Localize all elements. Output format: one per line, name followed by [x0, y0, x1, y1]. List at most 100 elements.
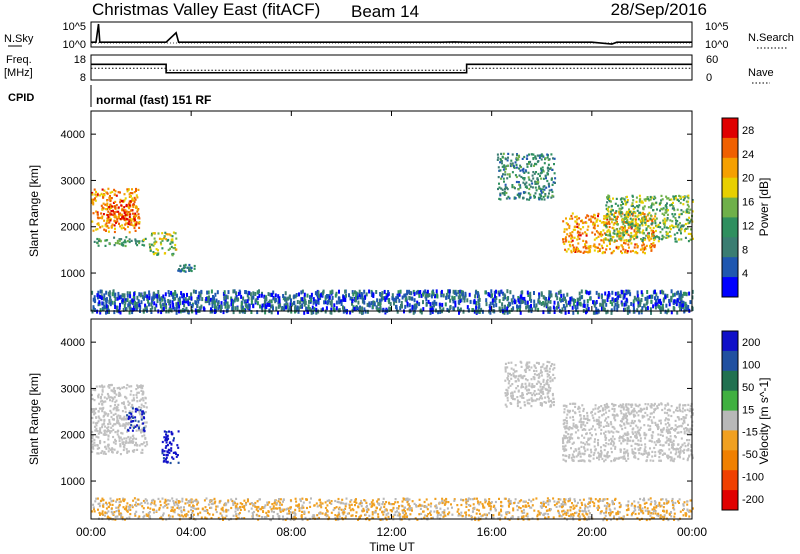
- scatter-cell: [570, 237, 572, 240]
- scatter-cell: [262, 303, 265, 308]
- scatter-cell: [572, 422, 575, 425]
- scatter-cell: [522, 196, 524, 199]
- scatter-cell: [287, 296, 290, 301]
- scatter-cell: [167, 437, 170, 440]
- scatter-cell: [648, 232, 650, 235]
- scatter-cell: [625, 215, 628, 218]
- scatter-cell: [687, 205, 690, 208]
- scatter-cell: [625, 459, 628, 462]
- scatter-cell: [124, 395, 127, 398]
- scatter-cell: [91, 397, 94, 401]
- scatter-cell: [586, 421, 589, 424]
- scatter-cell: [104, 229, 107, 232]
- scatter-cell: [670, 446, 673, 449]
- scatter-cell: [544, 194, 547, 197]
- scatter-cell: [643, 424, 646, 427]
- scatter-cell: [538, 392, 541, 395]
- scatter-cell: [114, 442, 117, 445]
- scatter-cell: [122, 241, 125, 244]
- scatter-cell: [519, 169, 522, 172]
- scatter-cell: [140, 386, 143, 389]
- scatter-cell: [143, 412, 146, 415]
- scatter-cell: [104, 452, 107, 455]
- scatter-cell: [334, 514, 337, 517]
- scatter-cell: [115, 409, 118, 412]
- scatter-cell: [194, 308, 197, 313]
- scatter-cell: [460, 290, 463, 294]
- scatter-cell: [647, 213, 650, 216]
- scatter-cell: [610, 208, 613, 211]
- scatter-cell: [528, 361, 531, 364]
- scatter-cell: [608, 218, 611, 221]
- scatter-cell: [301, 297, 304, 302]
- scatter-cell: [548, 167, 551, 170]
- scatter-cell: [397, 295, 399, 299]
- scatter-cell: [547, 166, 549, 169]
- scatter-cell: [293, 300, 296, 305]
- scatter-cell: [592, 453, 595, 457]
- scatter-cell: [102, 207, 105, 210]
- scatter-cell: [177, 430, 180, 433]
- scatter-cell: [683, 430, 686, 433]
- scatter-cell: [101, 188, 104, 191]
- scatter-cell: [646, 306, 649, 311]
- scatter-cell: [549, 290, 552, 295]
- scatter-cell: [510, 164, 513, 167]
- scatter-cell: [607, 228, 610, 231]
- scatter-cell: [466, 305, 469, 310]
- scatter-cell: [636, 229, 639, 232]
- scatter-cell: [124, 223, 127, 226]
- scatter-cell: [613, 215, 616, 218]
- scatter-cell: [655, 292, 658, 297]
- scatter-cell: [115, 510, 118, 513]
- scatter-cell: [382, 296, 385, 301]
- scatter-cell: [664, 452, 666, 455]
- scatter-cell: [122, 441, 125, 444]
- scatter-cell: [110, 426, 113, 429]
- scatter-cell: [532, 157, 535, 161]
- scatter-cell: [645, 459, 648, 462]
- scatter-cell: [463, 298, 466, 303]
- scatter-cell: [527, 176, 530, 179]
- scatter-cell: [588, 419, 591, 422]
- scatter-cell: [454, 303, 457, 308]
- scatter-cell: [529, 291, 532, 296]
- scatter-cell: [686, 203, 689, 206]
- scatter-cell: [540, 302, 543, 306]
- scatter-cell: [654, 220, 657, 223]
- scatter-cell: [600, 221, 603, 224]
- scatter-cell: [625, 232, 628, 235]
- scatter-cell: [629, 239, 632, 242]
- scatter-cell: [119, 302, 121, 307]
- scatter-cell: [659, 419, 662, 422]
- scatter-cell: [170, 430, 173, 434]
- scatter-cell: [622, 222, 625, 226]
- scatter-cell: [305, 306, 308, 311]
- scatter-cell: [135, 429, 138, 432]
- scatter-cell: [213, 300, 216, 305]
- nsky-series-line: [91, 23, 692, 45]
- scatter-cell: [601, 407, 604, 410]
- scatter-cell: [585, 232, 588, 236]
- scatter-cell: [119, 424, 122, 427]
- scatter-cell: [135, 194, 138, 197]
- scatter-cell: [519, 310, 522, 315]
- scatter-cell: [429, 302, 432, 307]
- scatter-cell: [610, 460, 613, 463]
- scatter-cell: [569, 409, 571, 412]
- scatter-cell: [678, 453, 681, 456]
- scatter-cell: [118, 212, 120, 216]
- scatter-cell: [94, 425, 96, 428]
- scatter-cell: [680, 212, 683, 216]
- scatter-cell: [552, 403, 555, 407]
- scatter-cell: [487, 502, 489, 505]
- scatter-cell: [626, 230, 628, 233]
- scatter-cell: [109, 194, 111, 198]
- scatter-cell: [313, 307, 316, 312]
- scatter-cell: [187, 300, 190, 305]
- scatter-cell: [677, 238, 680, 241]
- scatter-cell: [169, 247, 172, 250]
- scatter-cell: [145, 305, 148, 310]
- scatter-cell: [519, 164, 522, 167]
- scatter-cell: [659, 231, 662, 234]
